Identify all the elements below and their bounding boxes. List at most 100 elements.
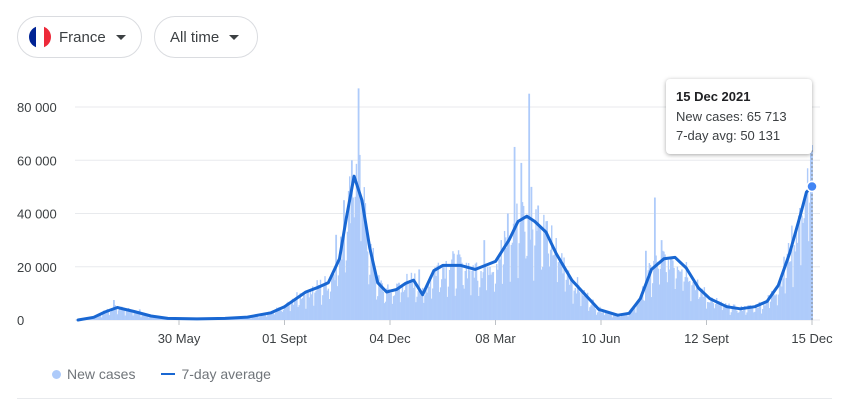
new-cases-bar: [521, 202, 524, 320]
highlight-point: [806, 180, 818, 193]
new-cases-bar: [694, 290, 697, 320]
new-cases-bar: [444, 278, 446, 320]
new-cases-bar: [341, 259, 343, 320]
new-cases-bar: [509, 281, 511, 320]
new-cases-bar: [411, 281, 414, 320]
new-cases-spike: [530, 186, 533, 320]
new-cases-bar: [718, 301, 720, 320]
new-cases-bar: [714, 303, 717, 320]
new-cases-bar: [249, 316, 251, 320]
new-cases-bar: [324, 276, 326, 320]
cases-chart[interactable]: 0 20 000 40 000 60 000 80 000 30 May 01 Sept 0…: [0, 0, 849, 360]
y-tick-label: 60 000: [17, 153, 57, 168]
new-cases-bar: [269, 313, 271, 320]
new-cases-bar: [292, 304, 295, 320]
new-cases-bar: [792, 287, 794, 320]
new-cases-bar: [563, 257, 565, 320]
new-cases-bar: [692, 281, 694, 320]
new-cases-bar: [340, 236, 342, 320]
new-cases-bar: [432, 288, 434, 320]
new-cases-bar: [553, 254, 555, 320]
new-cases-bar: [322, 295, 324, 320]
legend-line-swatch: [161, 373, 176, 375]
new-cases-bar: [333, 274, 335, 320]
new-cases-bar: [326, 290, 328, 320]
new-cases-bar: [474, 263, 477, 320]
chart-tooltip: 15 Dec 2021 New cases: 65 713 7-day avg:…: [666, 79, 812, 154]
new-cases-bar: [620, 315, 623, 320]
legend-bars-swatch: [52, 369, 61, 379]
new-cases-bar: [799, 207, 801, 320]
new-cases-bar: [549, 249, 552, 320]
new-cases-bar: [345, 260, 348, 320]
time-range-select[interactable]: All time: [154, 16, 258, 58]
new-cases-bar: [671, 258, 673, 320]
new-cases-bar: [492, 271, 495, 320]
new-cases-bar: [746, 312, 748, 320]
new-cases-bar: [479, 287, 481, 320]
new-cases-bar: [652, 283, 654, 320]
new-cases-bar: [429, 277, 432, 320]
new-cases-bar: [707, 301, 709, 320]
new-cases-bar: [511, 242, 514, 320]
new-cases-bar: [515, 226, 517, 320]
new-cases-bar: [570, 278, 572, 320]
new-cases-bar: [796, 242, 799, 320]
new-cases-bar: [585, 296, 588, 320]
country-select[interactable]: France: [17, 16, 142, 58]
new-cases-bar: [104, 313, 106, 320]
new-cases-bar: [710, 297, 712, 320]
new-cases-bar: [753, 312, 755, 320]
new-cases-bar: [450, 266, 452, 320]
new-cases-bar: [130, 311, 132, 320]
new-cases-bar: [363, 187, 365, 320]
new-cases-bar: [745, 314, 747, 320]
new-cases-bar: [735, 309, 737, 320]
new-cases-bar: [765, 303, 767, 320]
new-cases-bar: [462, 285, 464, 320]
new-cases-bar: [643, 300, 645, 320]
new-cases-bar: [809, 202, 811, 320]
new-cases-bar: [783, 256, 785, 320]
new-cases-bar: [701, 288, 703, 320]
new-cases-bar: [612, 315, 615, 320]
seven-day-average-line: [76, 174, 814, 322]
new-cases-bar: [364, 203, 367, 320]
new-cases-bar: [262, 314, 264, 320]
new-cases-bar: [778, 286, 781, 320]
new-cases-bar: [131, 310, 133, 320]
new-cases-bar: [273, 314, 276, 320]
new-cases-bar: [567, 270, 570, 320]
new-cases-bar: [790, 261, 792, 320]
new-cases-bar: [602, 311, 605, 320]
new-cases-bar: [390, 292, 392, 320]
new-cases-bar: [472, 265, 474, 320]
new-cases-bar: [721, 310, 724, 320]
new-cases-bar: [288, 303, 290, 320]
new-cases-bar: [669, 257, 672, 320]
new-cases-bar: [349, 176, 351, 320]
new-cases-bar: [601, 312, 603, 320]
new-cases-bar: [290, 303, 293, 320]
new-cases-bar: [314, 292, 316, 320]
new-cases-bar: [97, 314, 100, 320]
new-cases-bar: [518, 243, 520, 320]
new-cases-bar: [325, 281, 327, 320]
new-cases-bar: [246, 317, 249, 320]
new-cases-bar: [258, 317, 260, 320]
new-cases-bar: [586, 292, 589, 320]
new-cases-bar: [271, 311, 273, 320]
new-cases-bar: [512, 223, 515, 320]
x-tick-label: 15 Dec: [791, 331, 833, 346]
new-cases-bar: [791, 225, 793, 320]
new-cases-bar: [539, 227, 542, 320]
new-cases-bar: [122, 309, 124, 320]
new-cases-bar: [389, 293, 391, 320]
new-cases-bar: [542, 266, 544, 320]
new-cases-bar: [554, 253, 556, 320]
new-cases-bar: [93, 318, 95, 320]
new-cases-bar: [496, 263, 498, 320]
new-cases-bar: [733, 304, 736, 320]
new-cases-bar: [261, 313, 263, 320]
new-cases-bar: [127, 307, 130, 320]
